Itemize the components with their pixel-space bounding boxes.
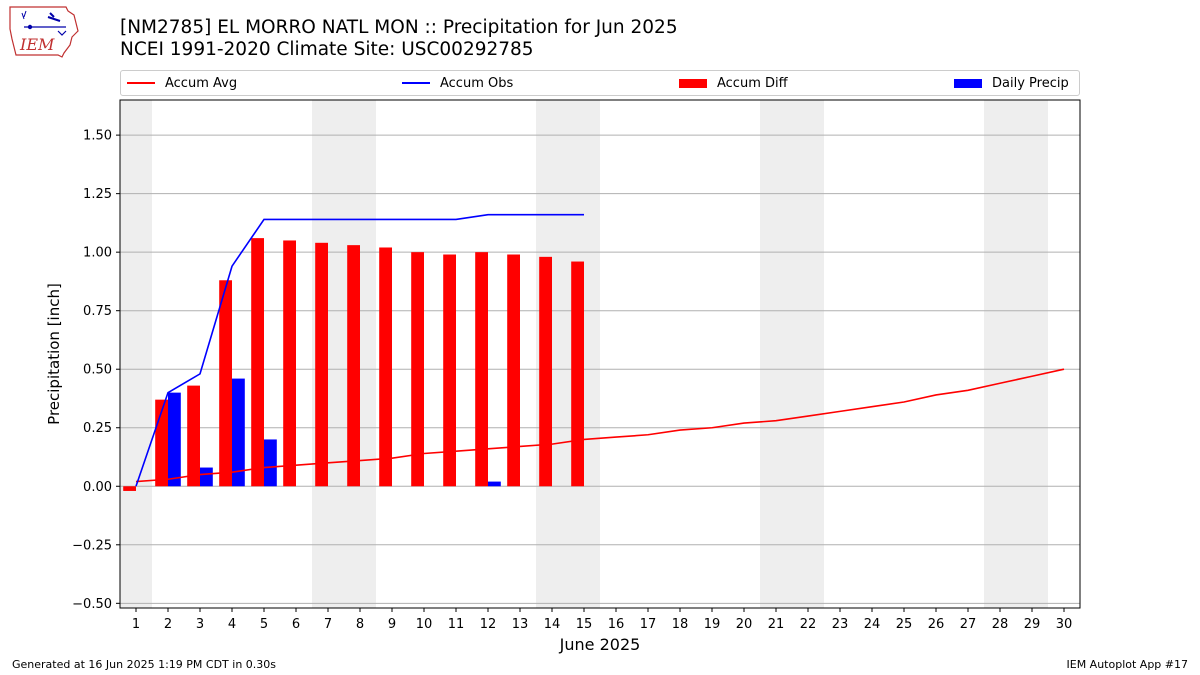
plot-frame bbox=[119, 99, 1081, 609]
legend-item-daily-precip: Daily Precip bbox=[954, 71, 1069, 95]
x-tick-label: 22 bbox=[800, 617, 817, 632]
legend: Accum Avg Accum Obs Accum Diff Daily Pre… bbox=[120, 70, 1080, 96]
bar-accum-diff-day-5 bbox=[251, 238, 264, 487]
legend-item-accum-diff: Accum Diff bbox=[679, 71, 788, 95]
y-tick-label: −0.50 bbox=[72, 597, 112, 612]
footer-app: IEM Autoplot App #17 bbox=[1066, 658, 1189, 671]
iem-logo: IEM bbox=[9, 6, 79, 58]
legend-swatch-daily-precip bbox=[954, 78, 982, 88]
bar-accum-diff-day-14 bbox=[539, 256, 552, 487]
legend-label-accum-avg: Accum Avg bbox=[165, 75, 238, 91]
bar-accum-diff-day-1 bbox=[123, 486, 136, 491]
x-tick-label: 13 bbox=[512, 617, 529, 632]
legend-swatch-accum-avg bbox=[127, 82, 155, 84]
x-tick-label: 7 bbox=[324, 617, 332, 632]
bar-accum-diff-day-3 bbox=[187, 385, 200, 487]
x-tick-label: 18 bbox=[672, 617, 689, 632]
bar-accum-diff-day-8 bbox=[347, 245, 360, 487]
x-tick-label: 3 bbox=[196, 617, 204, 632]
line-accum-avg bbox=[135, 368, 1065, 483]
y-tick-label: 1.25 bbox=[83, 187, 112, 202]
y-tick-label: 0.25 bbox=[83, 421, 112, 436]
y-tick-label: 1.50 bbox=[83, 129, 112, 144]
x-tick-label: 20 bbox=[736, 617, 753, 632]
bar-daily-precip-day-5 bbox=[264, 439, 277, 487]
weekend-shade-1 bbox=[120, 100, 152, 608]
weekend-shade-21 bbox=[760, 100, 792, 608]
bar-accum-diff-day-11 bbox=[443, 254, 456, 487]
x-tick-label: 27 bbox=[960, 617, 977, 632]
x-tick-label: 15 bbox=[576, 617, 593, 632]
legend-swatch-accum-diff bbox=[679, 78, 707, 88]
line-accum-obs bbox=[135, 213, 584, 487]
bar-accum-diff-day-13 bbox=[507, 254, 520, 487]
weekend-shade-22 bbox=[792, 100, 824, 608]
svg-text:IEM: IEM bbox=[19, 35, 55, 54]
bar-accum-diff-day-9 bbox=[379, 247, 392, 487]
x-tick-label: 4 bbox=[228, 617, 236, 632]
bar-daily-precip-day-12 bbox=[488, 481, 501, 487]
x-tick-label: 8 bbox=[356, 617, 364, 632]
x-tick-label: 19 bbox=[704, 617, 721, 632]
bar-accum-diff-day-7 bbox=[315, 242, 328, 487]
x-tick-label: 21 bbox=[768, 617, 785, 632]
bar-accum-diff-day-10 bbox=[411, 252, 424, 487]
x-tick-label: 1 bbox=[132, 617, 140, 632]
legend-label-daily-precip: Daily Precip bbox=[992, 75, 1069, 91]
y-tick-label: 0.00 bbox=[83, 480, 112, 495]
bar-accum-diff-day-4 bbox=[219, 280, 232, 487]
bar-daily-precip-day-2 bbox=[168, 392, 181, 487]
x-tick-label: 6 bbox=[292, 617, 300, 632]
y-axis-label: Precipitation [inch] bbox=[45, 283, 63, 425]
y-tick-label: 0.50 bbox=[83, 363, 112, 378]
x-tick-label: 17 bbox=[640, 617, 657, 632]
y-tick-label: −0.25 bbox=[72, 538, 112, 553]
x-tick-label: 5 bbox=[260, 617, 268, 632]
bar-accum-diff-day-6 bbox=[283, 240, 296, 487]
x-tick-label: 26 bbox=[928, 617, 945, 632]
x-tick-label: 16 bbox=[608, 617, 625, 632]
weekend-shade-28 bbox=[984, 100, 1016, 608]
footer-generated: Generated at 16 Jun 2025 1:19 PM CDT in … bbox=[12, 658, 277, 671]
x-tick-label: 14 bbox=[544, 617, 561, 632]
x-tick-label: 2 bbox=[164, 617, 172, 632]
x-tick-label: 25 bbox=[896, 617, 913, 632]
chart-title: [NM2785] EL MORRO NATL MON :: Precipitat… bbox=[120, 17, 678, 38]
x-axis-label: June 2025 bbox=[559, 635, 641, 654]
x-tick-label: 28 bbox=[992, 617, 1009, 632]
y-tick-label: 0.75 bbox=[83, 304, 112, 319]
legend-item-accum-avg: Accum Avg bbox=[127, 71, 237, 95]
x-tick-label: 10 bbox=[416, 617, 433, 632]
x-tick-label: 29 bbox=[1024, 617, 1041, 632]
legend-label-accum-diff: Accum Diff bbox=[717, 75, 788, 91]
x-tick-label: 24 bbox=[864, 617, 881, 632]
weekend-shade-29 bbox=[1016, 100, 1048, 608]
bar-accum-diff-day-12 bbox=[475, 252, 488, 487]
legend-swatch-accum-obs bbox=[402, 82, 430, 84]
x-tick-label: 30 bbox=[1056, 617, 1073, 632]
x-tick-label: 12 bbox=[480, 617, 497, 632]
bar-daily-precip-day-3 bbox=[200, 467, 213, 487]
legend-item-accum-obs: Accum Obs bbox=[402, 71, 513, 95]
x-tick-label: 11 bbox=[448, 617, 465, 632]
x-tick-label: 23 bbox=[832, 617, 849, 632]
y-tick-label: 1.00 bbox=[83, 246, 112, 261]
chart-subtitle: NCEI 1991-2020 Climate Site: USC00292785 bbox=[120, 39, 534, 60]
legend-label-accum-obs: Accum Obs bbox=[440, 75, 514, 91]
bar-daily-precip-day-4 bbox=[232, 378, 245, 487]
bar-accum-diff-day-15 bbox=[571, 261, 584, 487]
x-tick-label: 9 bbox=[388, 617, 396, 632]
